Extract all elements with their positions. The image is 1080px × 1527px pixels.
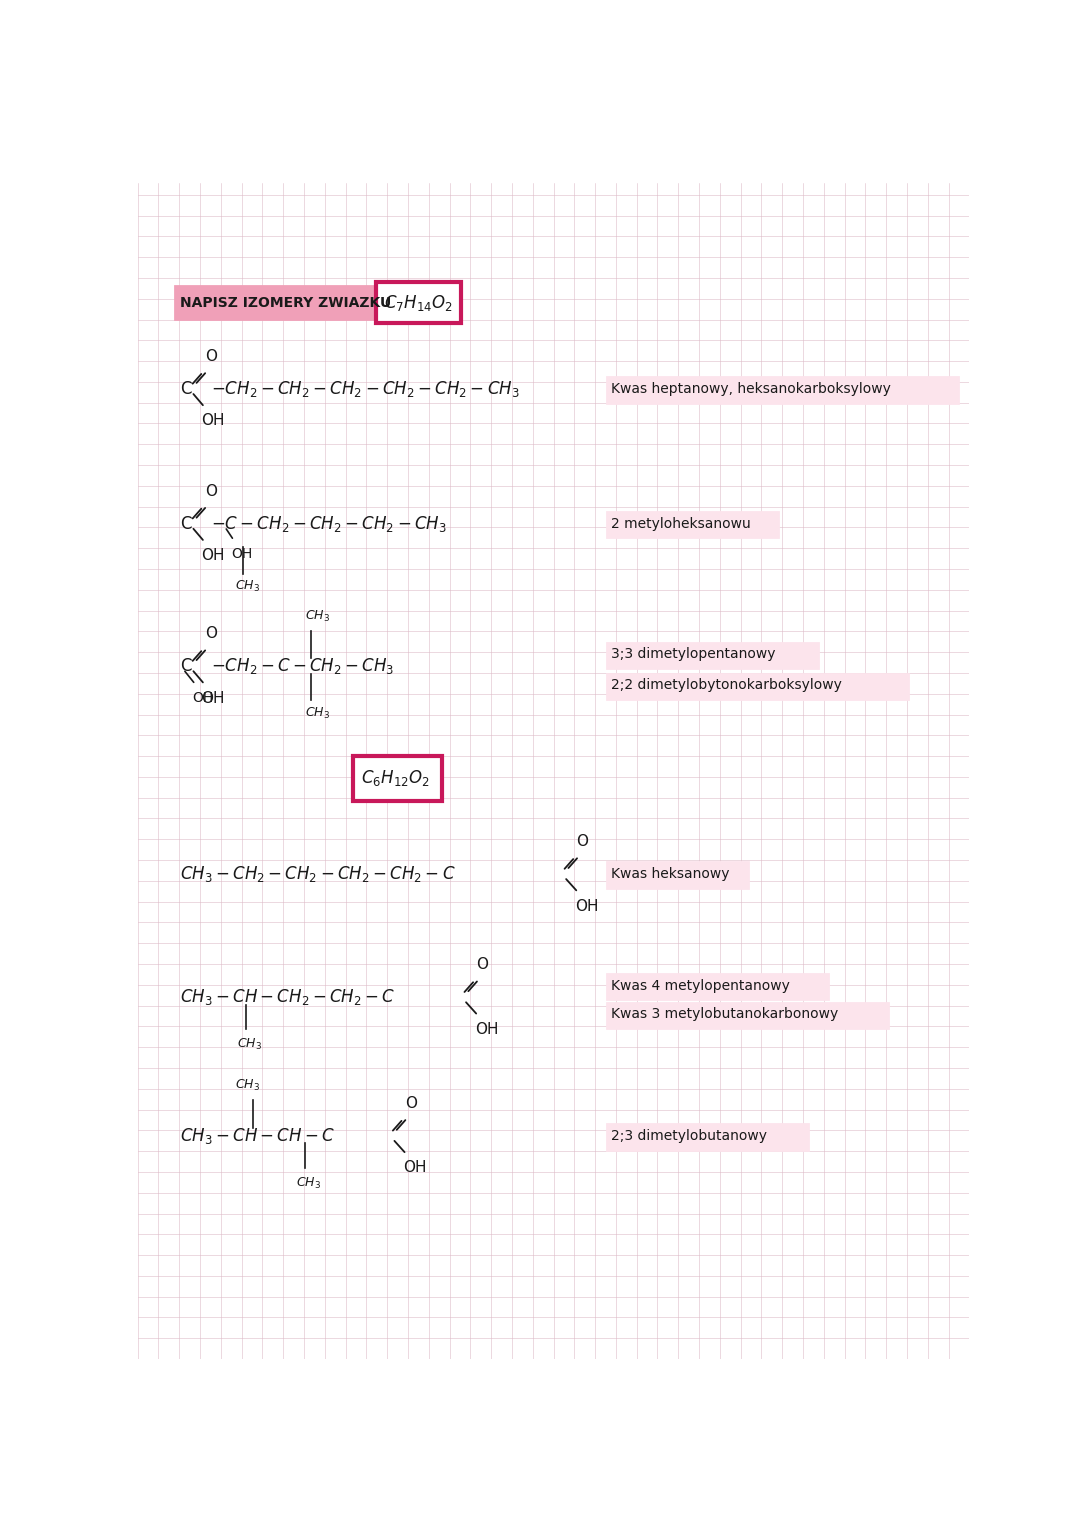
- Text: $CH_3$: $CH_3$: [234, 1078, 259, 1093]
- Text: $CH_3-CH-CH-C$: $CH_3-CH-CH-C$: [180, 1125, 335, 1145]
- FancyBboxPatch shape: [607, 673, 907, 699]
- Text: OH: OH: [192, 690, 214, 704]
- Text: $CH_3$: $CH_3$: [305, 609, 329, 623]
- Text: 2;3 dimetylobutanowy: 2;3 dimetylobutanowy: [611, 1128, 767, 1142]
- Text: $CH_3$: $CH_3$: [237, 1037, 262, 1052]
- Text: 2;2 dimetylobytonokarboksylowy: 2;2 dimetylobytonokarboksylowy: [611, 678, 842, 692]
- Text: C: C: [180, 657, 191, 675]
- Text: $CH_3-CH_2-CH_2-CH_2-CH_2-C$: $CH_3-CH_2-CH_2-CH_2-CH_2-C$: [180, 864, 456, 884]
- Text: Kwas heksanowy: Kwas heksanowy: [611, 867, 730, 881]
- Text: O: O: [205, 626, 217, 641]
- Text: C: C: [180, 380, 191, 399]
- Text: O: O: [405, 1096, 417, 1112]
- Text: O: O: [577, 834, 589, 849]
- Text: Kwas heptanowy, heksanokarboksylowy: Kwas heptanowy, heksanokarboksylowy: [611, 382, 891, 395]
- Text: $C_7H_{14}O_2$: $C_7H_{14}O_2$: [384, 293, 453, 313]
- Text: OH: OH: [475, 1022, 499, 1037]
- FancyBboxPatch shape: [377, 282, 461, 324]
- FancyBboxPatch shape: [607, 1003, 888, 1028]
- Text: $CH_3$: $CH_3$: [235, 579, 260, 594]
- Text: OH: OH: [202, 548, 225, 563]
- Text: $CH_3$: $CH_3$: [305, 705, 329, 721]
- Text: OH: OH: [202, 690, 225, 705]
- Text: Kwas 3 metylobutanokarbonowy: Kwas 3 metylobutanokarbonowy: [611, 1008, 838, 1022]
- FancyBboxPatch shape: [607, 863, 747, 887]
- Text: OH: OH: [231, 547, 252, 560]
- FancyBboxPatch shape: [175, 287, 375, 319]
- Text: NAPISZ IZOMERY ZWIAZKU: NAPISZ IZOMERY ZWIAZKU: [180, 296, 391, 310]
- Text: Kwas 4 metylopentanowy: Kwas 4 metylopentanowy: [611, 979, 791, 993]
- Text: C: C: [180, 515, 191, 533]
- Text: O: O: [205, 484, 217, 499]
- FancyBboxPatch shape: [353, 756, 442, 800]
- Text: $-C-CH_2-CH_2-CH_2-CH_3$: $-C-CH_2-CH_2-CH_2-CH_3$: [211, 513, 447, 533]
- Text: OH: OH: [202, 414, 225, 429]
- FancyBboxPatch shape: [607, 643, 818, 669]
- Text: OH: OH: [575, 898, 598, 913]
- Text: 3;3 dimetylopentanowy: 3;3 dimetylopentanowy: [611, 647, 775, 661]
- FancyBboxPatch shape: [607, 974, 827, 1000]
- FancyBboxPatch shape: [607, 512, 778, 538]
- Text: $CH_3-CH-CH_2-CH_2-C$: $CH_3-CH-CH_2-CH_2-C$: [180, 986, 395, 1008]
- Text: O: O: [205, 350, 217, 365]
- Text: 2 metyloheksanowu: 2 metyloheksanowu: [611, 516, 751, 530]
- Text: $-CH_2-C-CH_2-CH_3$: $-CH_2-C-CH_2-CH_3$: [211, 657, 394, 676]
- Text: OH: OH: [403, 1161, 427, 1176]
- FancyBboxPatch shape: [607, 1124, 808, 1150]
- Text: $C_6H_{12}O_2$: $C_6H_{12}O_2$: [361, 768, 430, 788]
- Text: $CH_3$: $CH_3$: [296, 1176, 321, 1191]
- Text: $-CH_2-CH_2-CH_2 - CH_2-CH_2-CH_3$: $-CH_2-CH_2-CH_2 - CH_2-CH_2-CH_3$: [211, 379, 519, 399]
- FancyBboxPatch shape: [607, 377, 958, 403]
- Text: O: O: [476, 957, 488, 973]
